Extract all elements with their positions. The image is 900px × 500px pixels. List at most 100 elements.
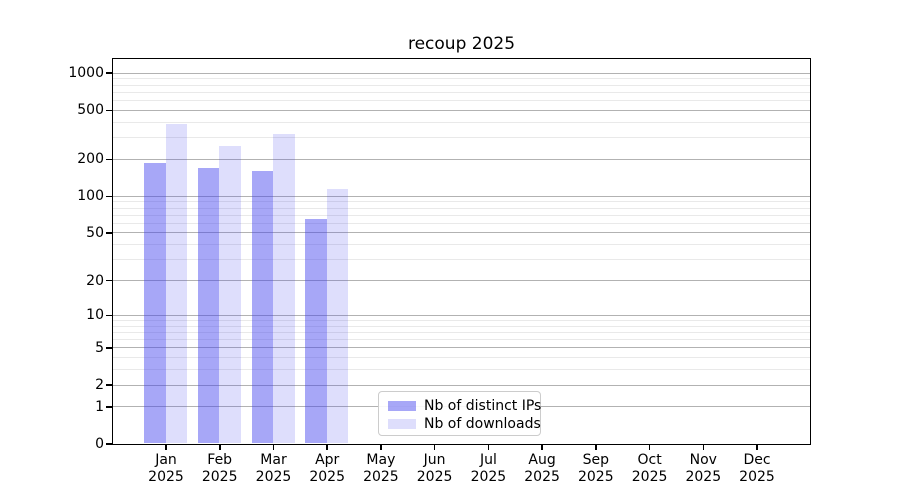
x-tick-label-month: Feb (207, 452, 233, 468)
x-tick-label-month: Apr (315, 452, 340, 468)
x-tick-label: Apr 2025 (295, 452, 359, 486)
x-tick-label: Jan 2025 (134, 452, 198, 486)
bar-mar-distinct-ips (251, 170, 273, 444)
x-tick-label-year: 2025 (524, 469, 560, 485)
gridline-minor (112, 331, 810, 333)
legend-label-downloads: Nb of downloads (424, 416, 541, 432)
x-tick-label: Oct 2025 (618, 452, 682, 486)
legend-item-downloads: Nb of downloads (388, 415, 541, 433)
y-tick-mark (106, 384, 112, 386)
x-tick-label-month: Mar (260, 452, 287, 468)
x-tick-mark (219, 444, 221, 450)
legend-label-distinct-ips: Nb of distinct IPs (424, 398, 542, 414)
gridline-minor (112, 339, 810, 340)
legend-swatch-downloads (388, 419, 416, 429)
x-tick-mark (433, 444, 436, 450)
gridline-major (112, 232, 810, 234)
y-tick-label: 10 (86, 307, 104, 324)
y-tick-label: 2 (95, 377, 104, 393)
x-tick-mark (541, 444, 543, 450)
bar-jan-downloads (165, 123, 187, 444)
x-tick-mark (272, 444, 275, 450)
legend-swatch-distinct-ips (388, 401, 416, 411)
x-tick-mark (756, 444, 758, 450)
chart-title: recoup 2025 (407, 34, 516, 54)
x-tick-label: Sep 2025 (564, 452, 628, 486)
x-tick-label-year: 2025 (363, 469, 399, 485)
y-tick-label: 100 (77, 188, 104, 205)
x-tick-label-month: Nov (689, 452, 717, 468)
x-tick-label-month: Dec (743, 452, 771, 468)
gridline-major (112, 109, 810, 111)
gridline-minor (112, 100, 810, 101)
x-tick-label-year: 2025 (148, 469, 184, 485)
gridline-major (112, 158, 810, 160)
x-tick-label-year: 2025 (255, 469, 292, 485)
gridline-major (112, 195, 810, 197)
x-tick-label-year: 2025 (201, 469, 238, 485)
x-tick-label: Jul 2025 (456, 452, 520, 486)
gridline-minor (112, 91, 810, 93)
x-tick-label: Feb 2025 (188, 452, 252, 486)
x-tick-label-year: 2025 (631, 469, 668, 485)
x-tick-label-year: 2025 (685, 469, 722, 485)
bar-jan-distinct-ips (144, 162, 166, 444)
y-tick-mark (106, 279, 112, 282)
x-tick-label-month: Aug (528, 452, 556, 468)
y-tick-label: 5 (95, 339, 104, 356)
y-tick-mark (106, 158, 112, 160)
x-tick-mark (595, 444, 597, 450)
y-tick-mark (106, 406, 112, 408)
bar-apr-downloads (326, 189, 349, 444)
x-tick-label-year: 2025 (416, 469, 453, 485)
gridline-minor (112, 222, 810, 224)
gridline-major (112, 280, 810, 281)
x-tick-label-year: 2025 (577, 469, 614, 485)
gridline-minor (112, 201, 810, 203)
bar-mar-downloads (273, 134, 295, 444)
gridline-major (112, 314, 810, 316)
x-tick-label: Mar 2025 (242, 452, 306, 486)
gridline-minor (112, 121, 810, 123)
x-tick-mark (648, 444, 651, 450)
legend: Nb of distinct IPs Nb of downloads (378, 391, 541, 436)
x-tick-mark (487, 444, 490, 450)
bar-feb-downloads (219, 146, 241, 444)
x-tick-mark (165, 444, 167, 450)
x-tick-label: Nov 2025 (671, 452, 735, 486)
y-tick-label: 50 (86, 224, 104, 241)
gridline-minor (112, 357, 810, 359)
x-tick-label-month: Jun (423, 452, 446, 468)
x-tick-label-month: Oct (637, 452, 662, 468)
legend-item-distinct-ips: Nb of distinct IPs (388, 397, 541, 415)
gridline-minor (112, 78, 810, 80)
y-tick-mark (106, 443, 112, 445)
x-tick-label-year: 2025 (470, 469, 507, 485)
x-tick-label-month: May (366, 452, 396, 468)
y-tick-label: 1 (95, 398, 104, 415)
y-tick-label: 1000 (68, 65, 104, 82)
x-tick-mark (326, 444, 328, 450)
gridline-major (112, 347, 810, 349)
gridline-minor (112, 207, 810, 209)
x-tick-label-month: Jan (155, 452, 177, 468)
y-tick-label: 200 (77, 151, 104, 168)
x-tick-label-month: Jul (479, 452, 497, 468)
y-tick-label: 0 (95, 436, 104, 452)
gridline-minor (112, 325, 810, 327)
bar-feb-distinct-ips (197, 168, 220, 444)
gridline-minor (112, 214, 810, 216)
x-tick-label: May 2025 (349, 452, 413, 486)
y-tick-mark (106, 232, 112, 234)
x-tick-label: Aug 2025 (510, 452, 574, 486)
x-tick-mark (702, 444, 704, 450)
gridline-major (112, 72, 810, 74)
x-tick-label-month: Sep (582, 452, 609, 468)
gridline-minor (112, 244, 810, 246)
x-tick-label-year: 2025 (309, 469, 345, 485)
gridline-minor (112, 369, 810, 371)
gridline-minor (112, 137, 810, 139)
y-tick-mark (106, 195, 112, 197)
x-tick-label: Jun 2025 (403, 452, 467, 486)
